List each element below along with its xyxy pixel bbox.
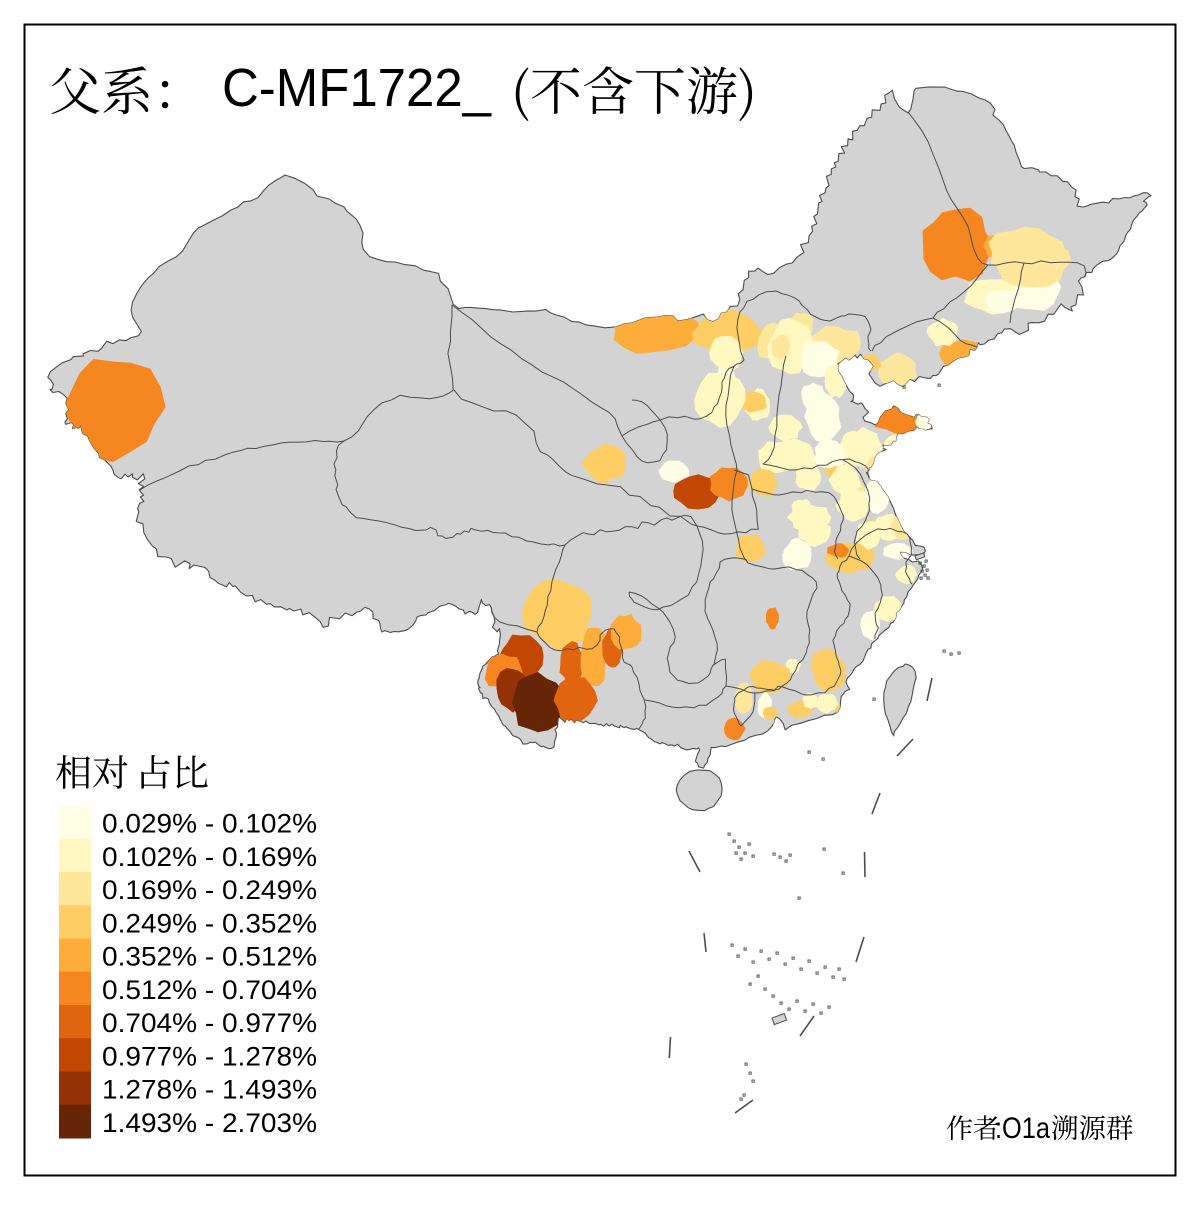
svg-text:0.249% - 0.352%: 0.249% - 0.352% — [102, 908, 317, 938]
svg-text:0.029% - 0.102%: 0.029% - 0.102% — [102, 809, 317, 839]
svg-text:0.352% - 0.512%: 0.352% - 0.512% — [102, 942, 317, 972]
svg-text:0.977% - 1.278%: 0.977% - 1.278% — [102, 1041, 317, 1071]
svg-text:0.704% - 0.977%: 0.704% - 0.977% — [102, 1008, 317, 1038]
svg-text:1.493% - 2.703%: 1.493% - 2.703% — [102, 1108, 317, 1138]
svg-text:C-MF1722_: C-MF1722_ — [222, 58, 492, 118]
svg-text:0.102% - 0.169%: 0.102% - 0.169% — [102, 842, 317, 872]
svg-text::O1a: :O1a — [995, 1112, 1050, 1145]
svg-text:0.512% - 0.704%: 0.512% - 0.704% — [102, 975, 317, 1005]
svg-text:0.169% - 0.249%: 0.169% - 0.249% — [102, 875, 317, 905]
svg-text:1.278% - 1.493%: 1.278% - 1.493% — [102, 1075, 317, 1105]
